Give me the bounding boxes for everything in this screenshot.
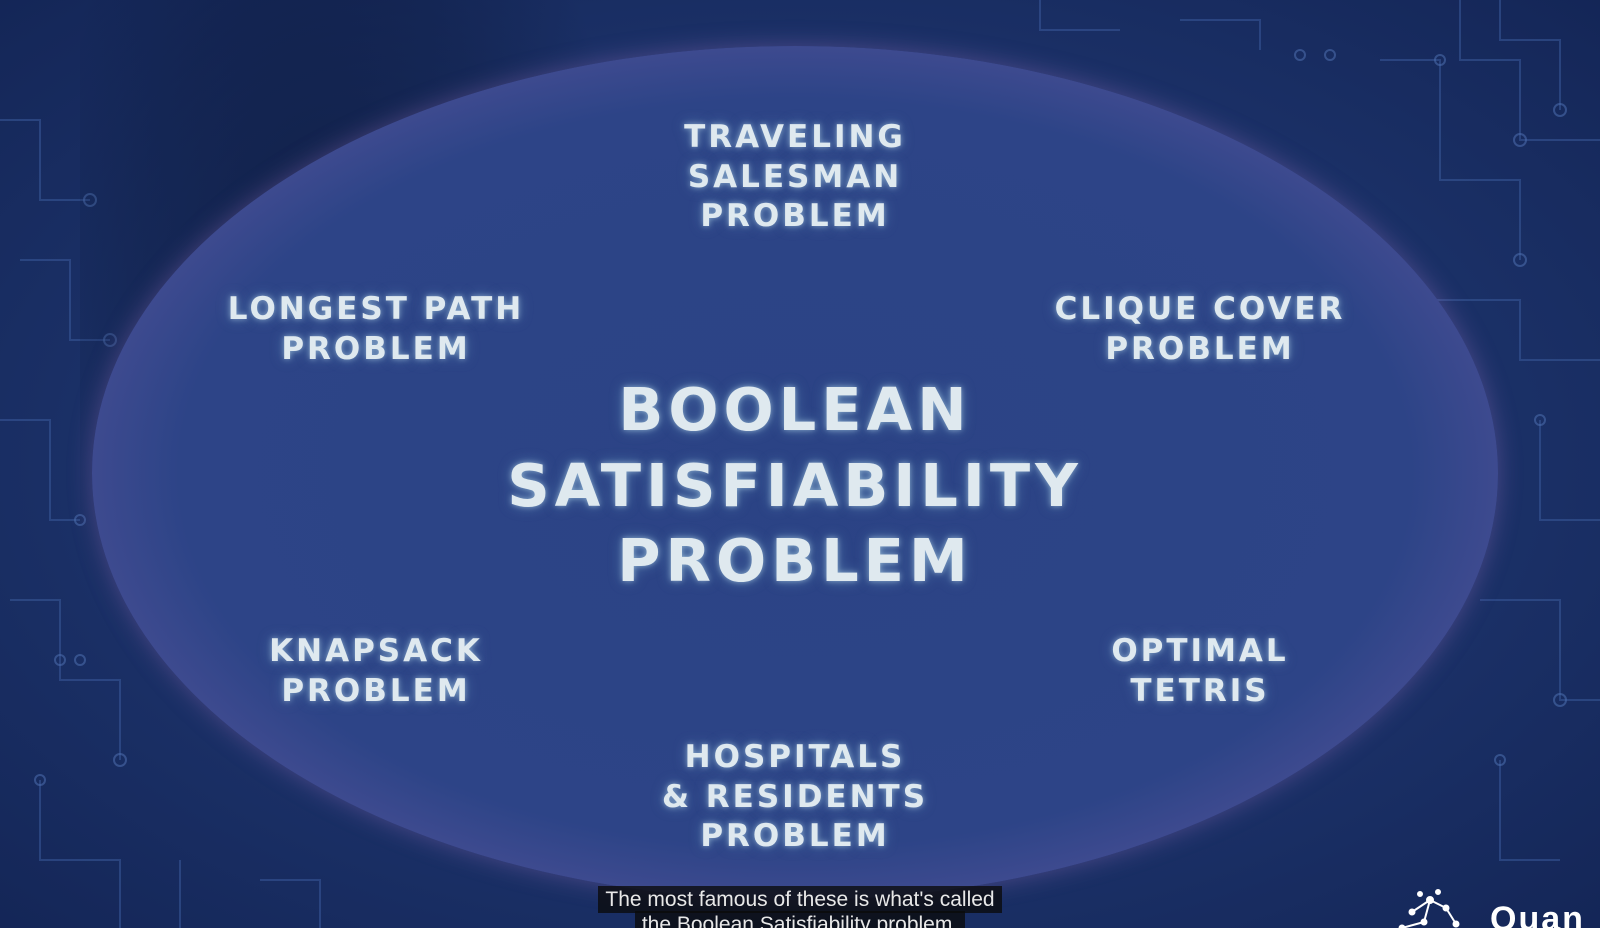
label-longest-path: LONGEST PATH PROBLEM xyxy=(227,291,525,367)
label-clique-cover: CLIQUE COVER PROBLEM xyxy=(1054,291,1346,367)
channel-logo-text: Quan xyxy=(1490,900,1585,928)
label-knapsack: KNAPSACK PROBLEM xyxy=(269,633,483,709)
caption-line-1: The most famous of these is what's calle… xyxy=(598,886,1002,913)
label-boolean-satisfiability: BOOLEAN SATISFIABILITY PROBLEM xyxy=(507,375,1083,596)
caption-line-2-wrap: the Boolean Satisfiability problem. xyxy=(0,911,1600,928)
caption-line-2: the Boolean Satisfiability problem. xyxy=(634,911,966,928)
np-complete-ellipse xyxy=(92,46,1498,900)
label-traveling-salesman: TRAVELING SALESMAN PROBLEM xyxy=(684,119,906,235)
network-nodes-icon xyxy=(1398,889,1460,928)
caption-line-1-wrap: The most famous of these is what's calle… xyxy=(0,886,1600,913)
label-hospitals-residents: HOSPITALS & RESIDENTS PROBLEM xyxy=(661,739,929,855)
label-optimal-tetris: OPTIMAL TETRIS xyxy=(1111,633,1289,709)
